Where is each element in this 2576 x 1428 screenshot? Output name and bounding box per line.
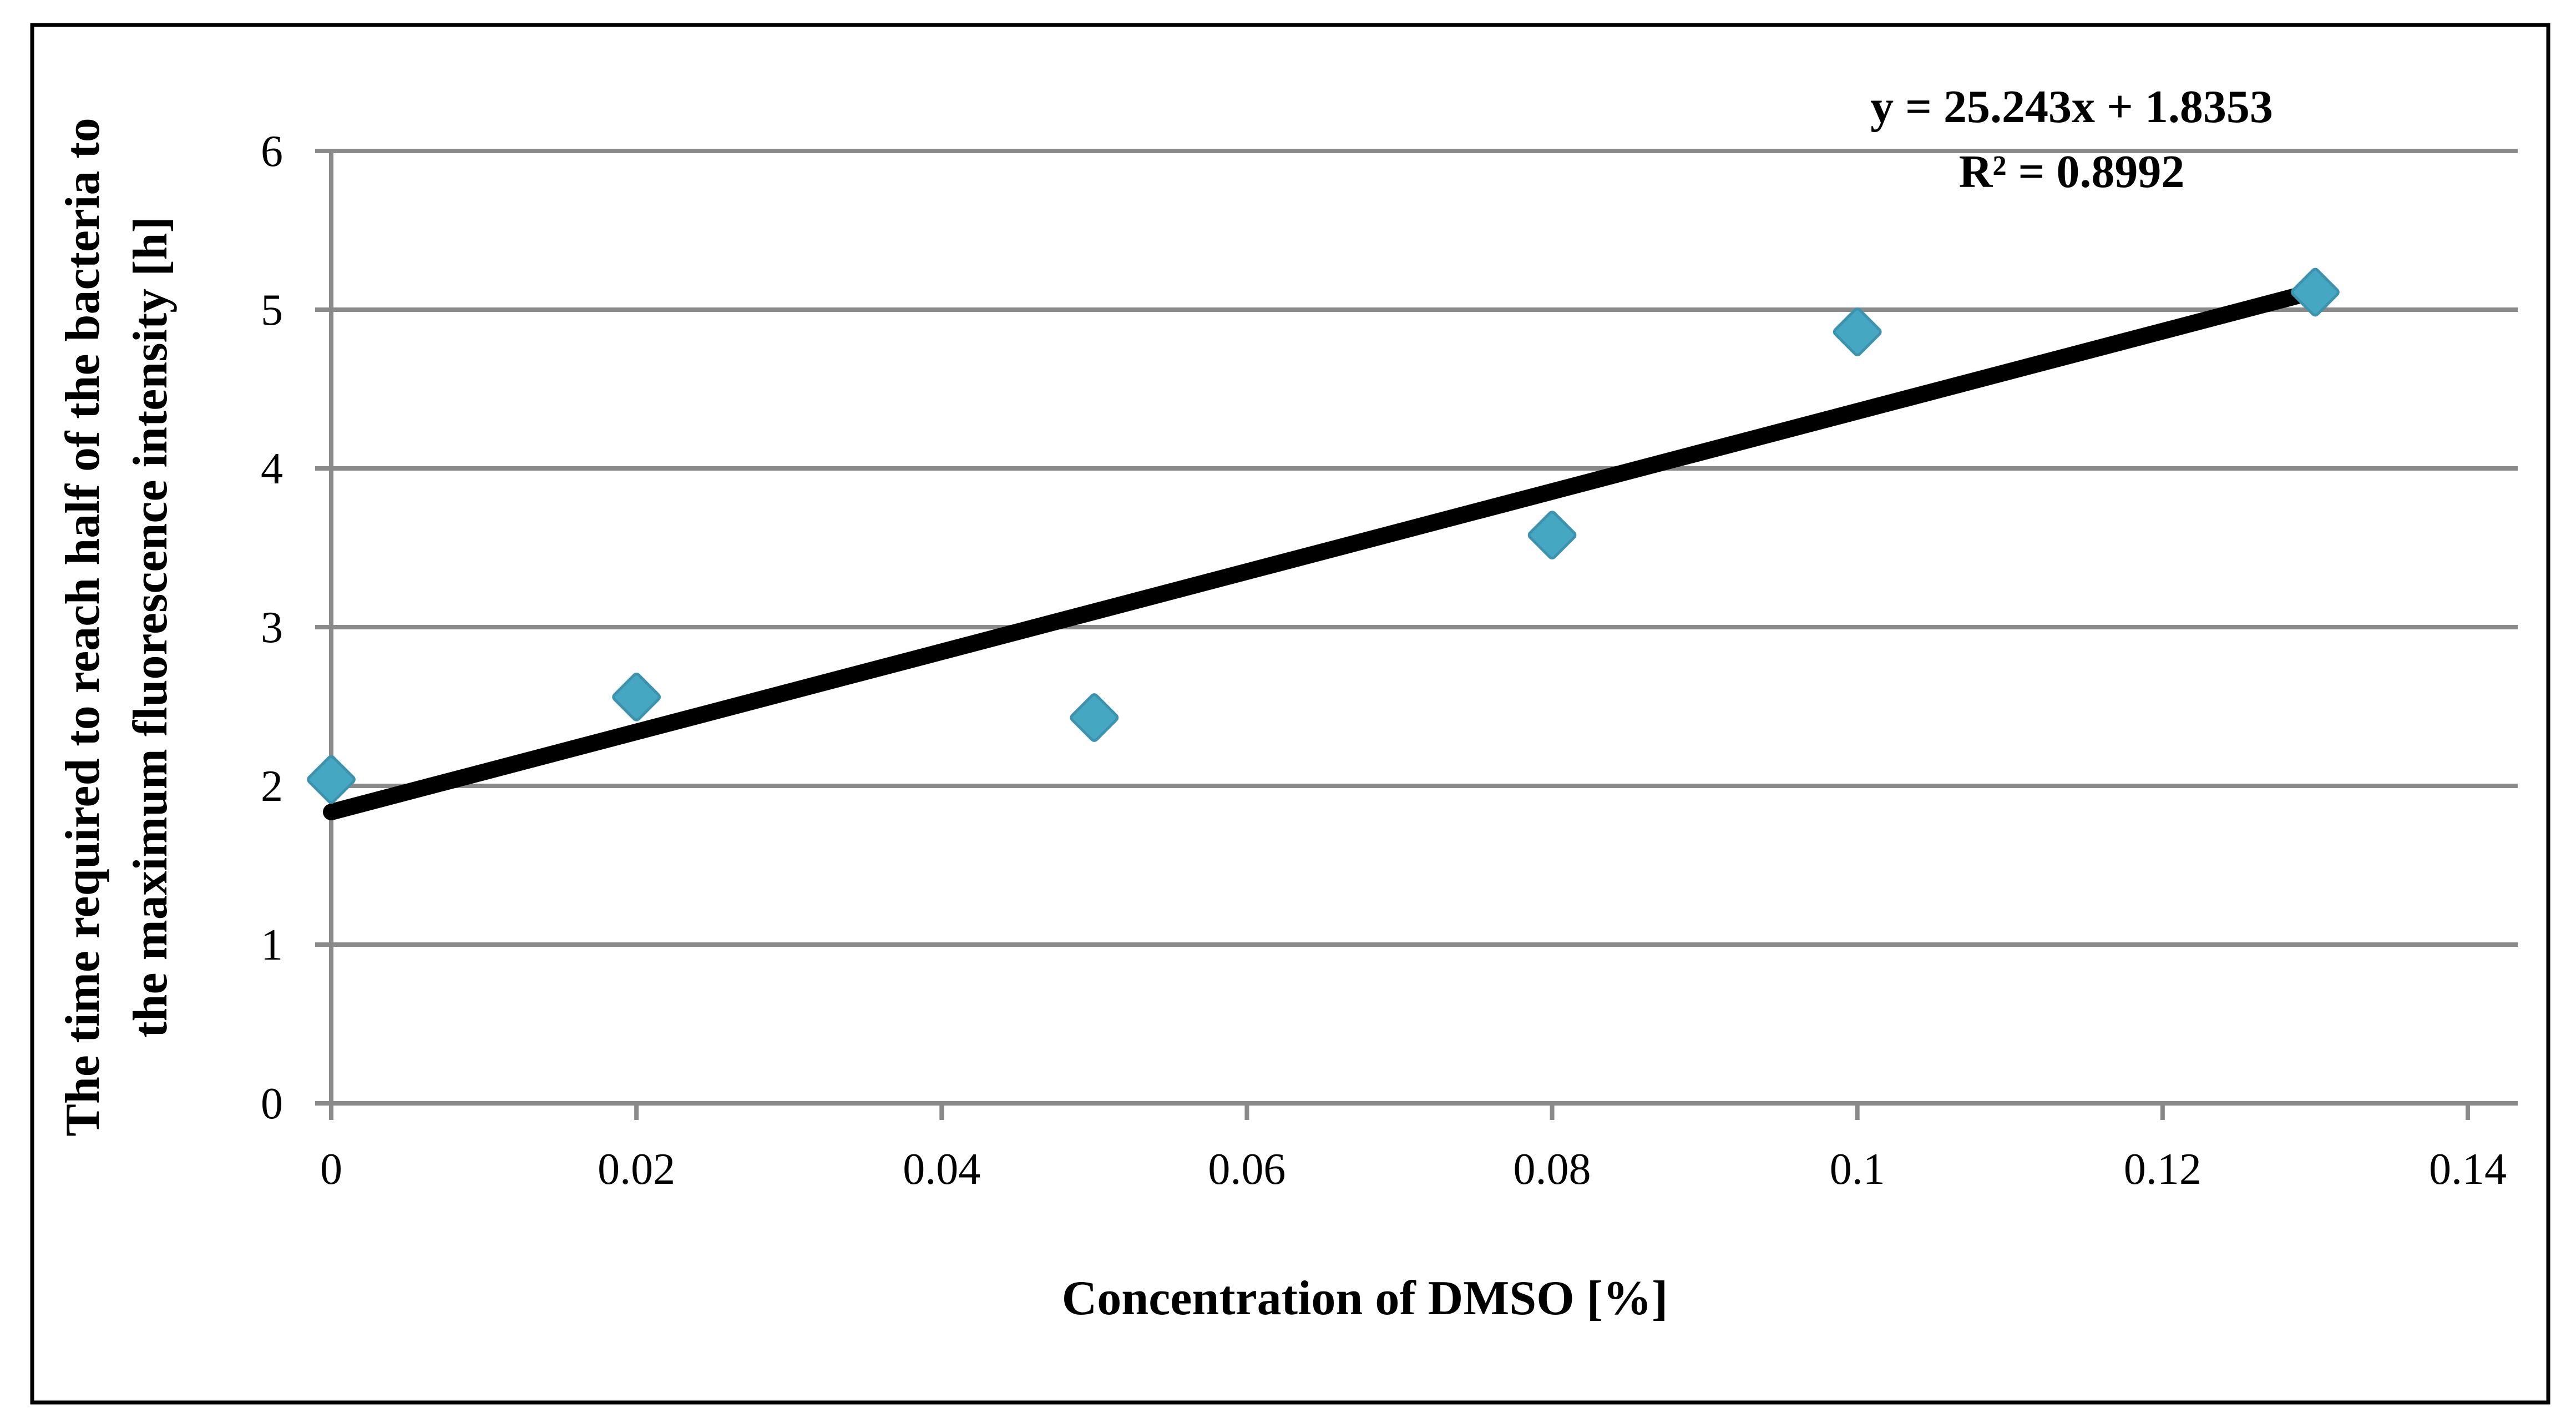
data-point-marker — [612, 672, 661, 721]
x-tick-label: 0.04 — [903, 1145, 980, 1194]
x-axis-title: Concentration of DMSO [%] — [1062, 1271, 1668, 1325]
y-tick-label: 1 — [261, 921, 283, 970]
figure-border — [30, 23, 2550, 1405]
x-tick-label: 0.08 — [1514, 1145, 1591, 1194]
trendline — [323, 282, 2324, 821]
y-tick-label: 4 — [261, 445, 283, 493]
trendline-equation-label: y = 25.243x + 1.8353 — [1870, 81, 2273, 133]
y-tick-label: 0 — [261, 1079, 283, 1128]
x-tick-label: 0.14 — [2429, 1145, 2507, 1194]
y-axis-title: The time required to reach half of the b… — [56, 118, 178, 1136]
x-tick-label: 0.1 — [1830, 1145, 1885, 1194]
data-point-marker — [307, 755, 356, 804]
y-tick-label: 6 — [261, 127, 283, 176]
data-point-marker — [1527, 511, 1577, 559]
x-tick-label: 0 — [320, 1145, 342, 1194]
x-tick-label: 0.06 — [1208, 1145, 1286, 1194]
y-tick-label: 3 — [261, 603, 283, 652]
y-axis-title-line-1: The time required to reach half of the b… — [56, 118, 110, 1136]
data-point-marker — [1070, 693, 1119, 742]
data-point-marker — [2291, 268, 2340, 317]
r-squared-label: R² = 0.8992 — [1959, 146, 2185, 198]
y-tick-label: 5 — [261, 286, 283, 335]
data-point-marker — [1833, 307, 1882, 356]
y-axis-title-line-2: the maximum fluorescence intensity [h] — [124, 216, 178, 1038]
x-tick-label: 0.12 — [2124, 1145, 2202, 1194]
y-tick-label: 2 — [261, 762, 283, 811]
x-tick-label: 0.02 — [598, 1145, 675, 1194]
